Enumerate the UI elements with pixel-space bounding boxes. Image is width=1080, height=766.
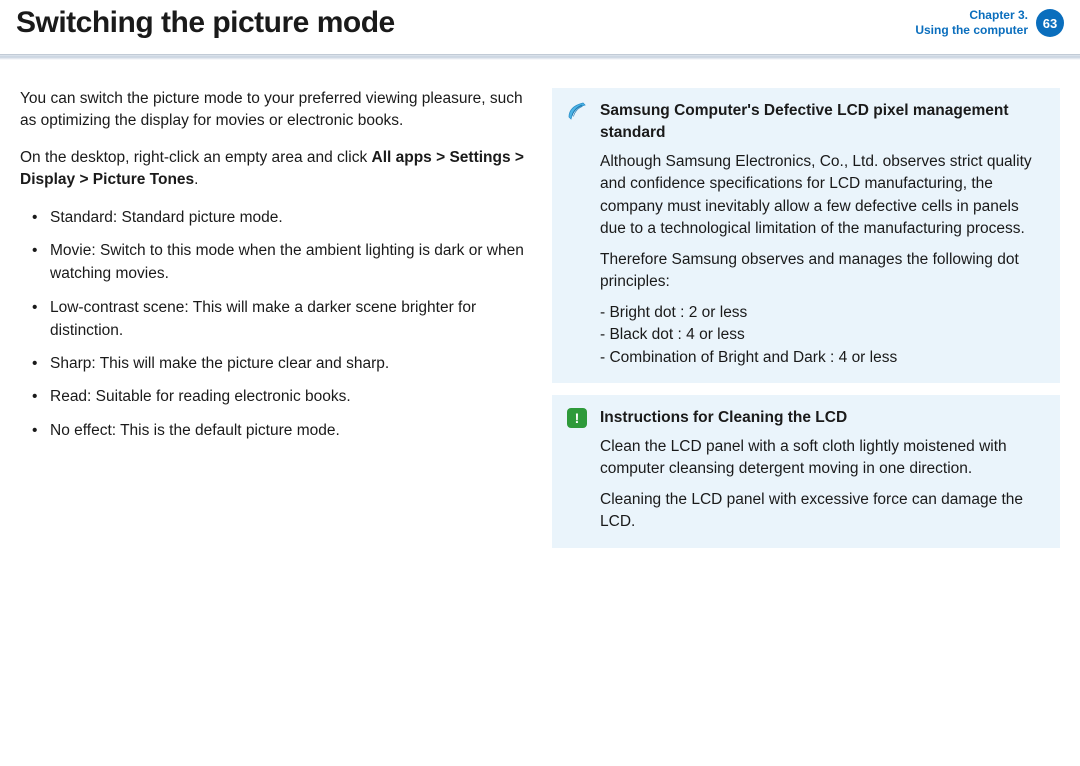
page-header: Switching the picture mode Chapter 3. Us… <box>0 0 1080 58</box>
dash-item: - Bright dot : 2 or less <box>600 302 1044 324</box>
list-item: Standard: Standard picture mode. <box>28 206 528 229</box>
caution-icon: ! <box>564 405 590 431</box>
dash-list: - Bright dot : 2 or less - Black dot : 4… <box>600 302 1044 369</box>
note-paragraph: Therefore Samsung observes and manages t… <box>600 249 1044 294</box>
page-number-badge: 63 <box>1036 9 1064 37</box>
list-item: Movie: Switch to this mode when the ambi… <box>28 239 528 286</box>
content-area: You can switch the picture mode to your … <box>0 80 1080 766</box>
header-rule <box>0 54 1080 60</box>
dash-item: - Black dot : 4 or less <box>600 324 1044 346</box>
chapter-block: Chapter 3. Using the computer 63 <box>915 8 1064 38</box>
list-item: Sharp: This will make the picture clear … <box>28 352 528 375</box>
note-paragraph: Clean the LCD panel with a soft cloth li… <box>600 436 1044 481</box>
instruction-prefix: On the desktop, right-click an empty are… <box>20 149 372 166</box>
left-column: You can switch the picture mode to your … <box>20 88 528 746</box>
notebox-pixel-standard: Samsung Computer's Defective LCD pixel m… <box>552 88 1060 383</box>
manual-page: Switching the picture mode Chapter 3. Us… <box>0 0 1080 766</box>
modes-list: Standard: Standard picture mode. Movie: … <box>20 206 528 442</box>
chapter-line1: Chapter 3. <box>915 8 1028 23</box>
chapter-line2: Using the computer <box>915 23 1028 38</box>
note-paragraph: Although Samsung Electronics, Co., Ltd. … <box>600 151 1044 241</box>
book-notes-icon <box>564 98 590 124</box>
note-title: Samsung Computer's Defective LCD pixel m… <box>600 100 1044 145</box>
intro-paragraph: You can switch the picture mode to your … <box>20 88 528 133</box>
note-title: Instructions for Cleaning the LCD <box>600 407 1044 429</box>
page-title: Switching the picture mode <box>16 6 395 40</box>
chapter-label: Chapter 3. Using the computer <box>915 8 1028 38</box>
instruction-suffix: . <box>194 171 198 188</box>
right-column: Samsung Computer's Defective LCD pixel m… <box>552 88 1060 746</box>
list-item: No effect: This is the default picture m… <box>28 419 528 442</box>
list-item: Read: Suitable for reading electronic bo… <box>28 385 528 408</box>
dash-item: - Combination of Bright and Dark : 4 or … <box>600 347 1044 369</box>
list-item: Low-contrast scene: This will make a dar… <box>28 296 528 343</box>
note-paragraph: Cleaning the LCD panel with excessive fo… <box>600 489 1044 534</box>
notebox-cleaning: ! Instructions for Cleaning the LCD Clea… <box>552 395 1060 547</box>
instruction-paragraph: On the desktop, right-click an empty are… <box>20 147 528 192</box>
